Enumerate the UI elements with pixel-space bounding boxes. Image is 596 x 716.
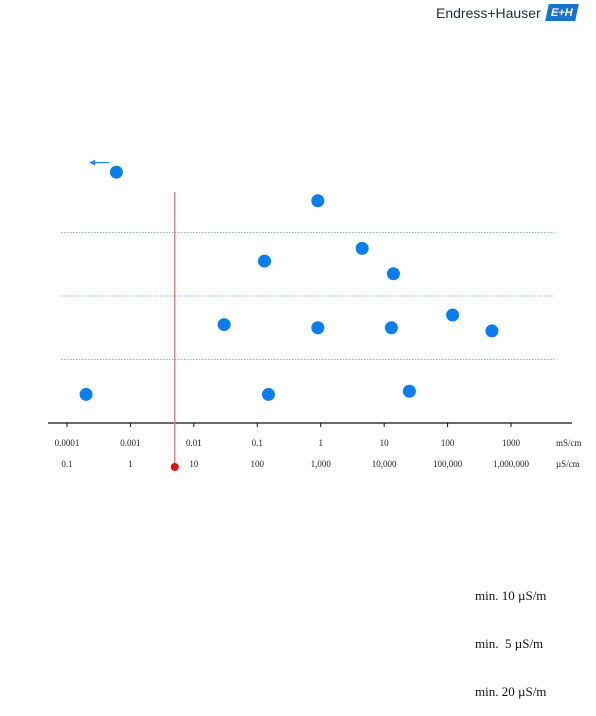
data-point-0-2 <box>355 241 369 255</box>
data-point-0-1 <box>311 194 325 208</box>
x-tick-label-secondary-2: 10 <box>189 459 199 469</box>
x-tick-label-secondary-1: 1 <box>128 459 133 469</box>
brand-logo: Endress+Hauser E+H <box>436 4 579 21</box>
brand-name: Endress+Hauser <box>436 4 541 21</box>
data-point-0-5 <box>217 318 231 332</box>
data-point-0-8 <box>446 308 460 322</box>
primary-unit-label: mS/cm <box>556 438 582 448</box>
threshold-dot <box>170 463 179 471</box>
data-point-0-0 <box>109 165 123 179</box>
data-point-0-12 <box>402 384 416 398</box>
x-tick-label-secondary-0: 0.1 <box>61 459 72 469</box>
x-tick-label-secondary-6: 100,000 <box>433 459 463 469</box>
minimum-values-box: min. 10 µS/m min. 5 µS/m min. 20 µS/m <box>475 556 546 716</box>
x-axis-ticks: 0.0001 0.1 0.001 1 0.01 10 0.1 100 1 1,000 10 10,00… <box>55 423 530 469</box>
x-tick-label-primary-1: 0.001 <box>120 438 140 448</box>
arrow-head <box>89 159 96 166</box>
left-arrow-icon <box>89 159 110 166</box>
x-tick-label-secondary-7: 1,000,000 <box>493 459 530 469</box>
data-point-0-4 <box>386 267 400 281</box>
data-point-0-11 <box>261 387 275 401</box>
x-tick-label-primary-7: 1000 <box>502 438 521 448</box>
threshold-marker <box>170 192 179 471</box>
data-point-0-6 <box>311 321 325 335</box>
data-point-0-10 <box>79 387 93 401</box>
x-tick-label-primary-5: 10 <box>380 438 390 448</box>
data-point-0-7 <box>384 321 398 335</box>
x-tick-label-primary-0: 0.0001 <box>55 438 80 448</box>
x-tick-label-primary-4: 1 <box>318 438 323 448</box>
data-point-0-3 <box>258 254 272 268</box>
grid-lines <box>61 232 554 360</box>
x-tick-label-primary-3: 0.1 <box>252 438 263 448</box>
data-points <box>79 165 499 401</box>
conductivity-chart: 0.0001 0.1 0.001 1 0.01 10 0.1 100 1 1,000 10 10,00… <box>48 159 582 471</box>
minimum-line-3: min. 20 µS/m <box>475 684 547 699</box>
x-tick-label-primary-6: 100 <box>441 438 455 448</box>
x-tick-label-secondary-5: 10,000 <box>372 459 397 469</box>
secondary-unit-label: µS/cm <box>556 459 580 469</box>
minimum-line-2: min. 5 µS/m <box>475 636 544 651</box>
data-point-0-9 <box>485 324 499 338</box>
x-tick-label-primary-2: 0.01 <box>186 438 202 448</box>
minimum-line-1: min. 10 µS/m <box>475 588 547 603</box>
x-tick-label-secondary-4: 1,000 <box>311 459 332 469</box>
x-tick-label-secondary-3: 100 <box>251 459 265 469</box>
